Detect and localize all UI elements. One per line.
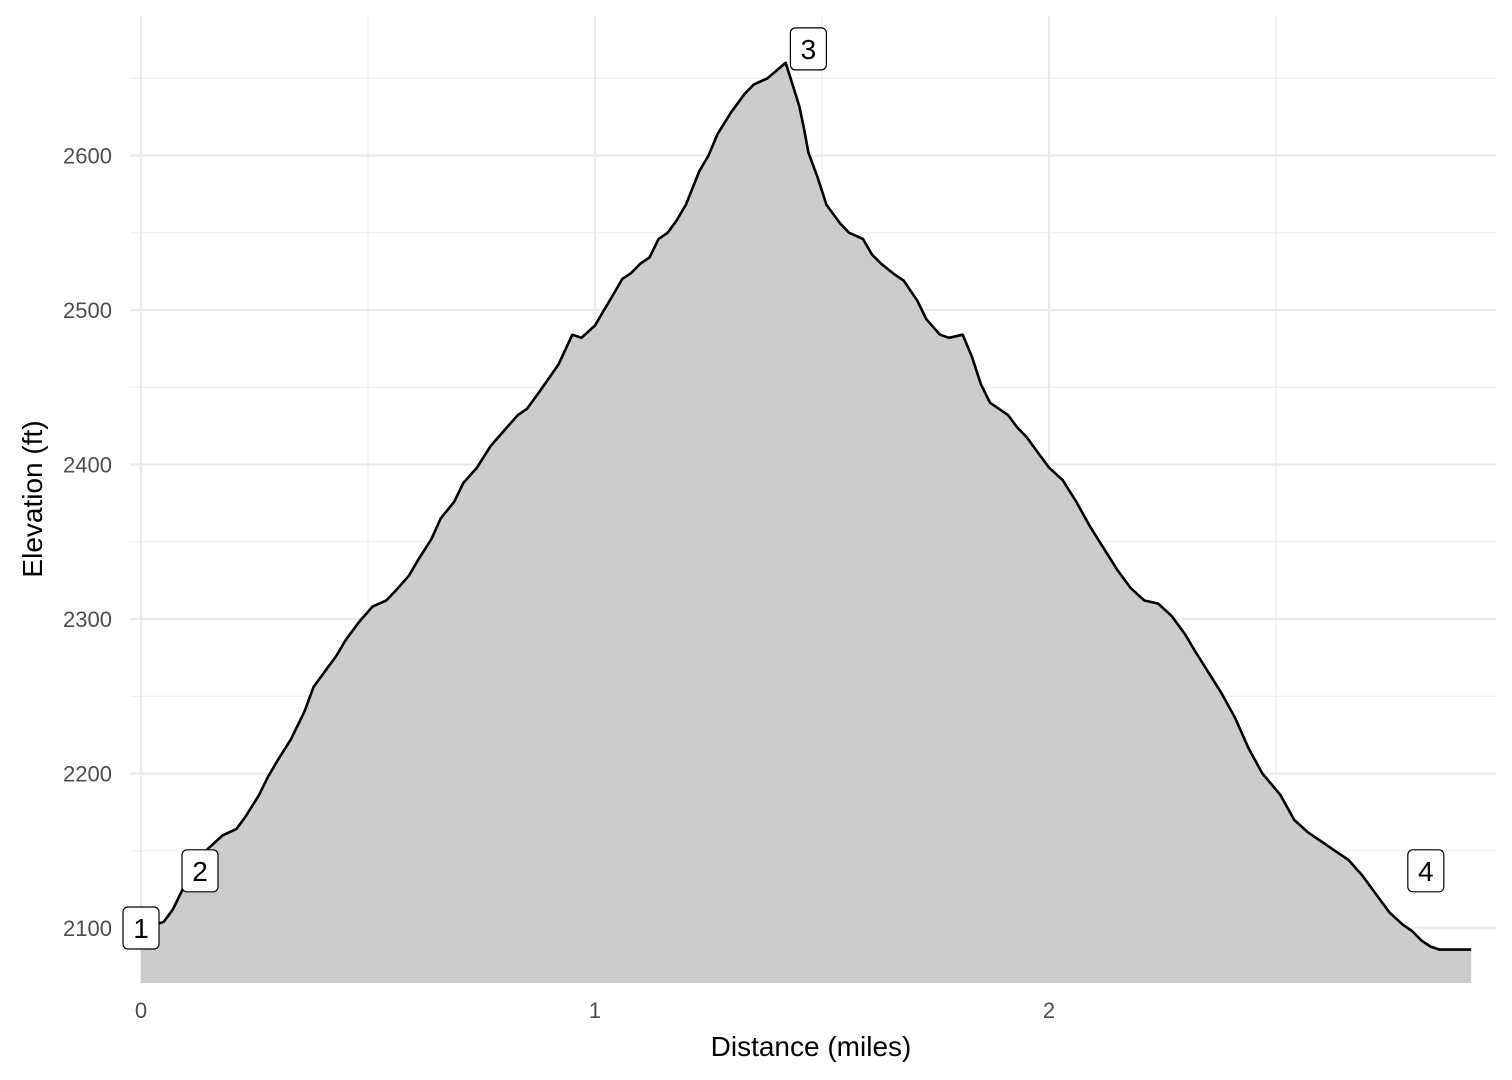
waypoint-marker-box <box>1407 849 1445 893</box>
elevation-profile-line <box>139 61 1472 951</box>
waypoint-marker-3: 3 <box>789 27 827 71</box>
waypoint-marker-box <box>789 27 827 71</box>
x-tick-label: 1 <box>589 998 601 1023</box>
waypoint-marker-1: 1 <box>122 906 160 950</box>
y-tick-label: 2200 <box>63 762 112 787</box>
y-tick-label: 2100 <box>63 916 112 941</box>
y-tick-label: 2500 <box>63 298 112 323</box>
elevation-area-fill <box>141 62 1472 984</box>
waypoint-marker-4: 4 <box>1407 849 1445 893</box>
waypoint-markers: 1 2 3 4 <box>122 27 1445 950</box>
x-axis-title: Distance (miles) <box>711 1031 912 1062</box>
x-tick-label: 0 <box>135 998 147 1023</box>
waypoint-marker-label: 1 <box>133 913 149 944</box>
waypoint-marker-2: 2 <box>181 849 219 893</box>
waypoint-marker-box <box>122 906 160 950</box>
y-axis-tick-labels: 2100 2200 2300 2400 2500 2600 <box>63 144 112 942</box>
waypoint-marker-box <box>181 849 219 893</box>
y-tick-label: 2300 <box>63 607 112 632</box>
x-tick-label: 2 <box>1043 998 1055 1023</box>
x-axis-tick-labels: 0 1 2 <box>135 998 1055 1023</box>
waypoint-marker-label: 4 <box>1418 856 1434 887</box>
waypoint-marker-label: 3 <box>801 34 817 65</box>
waypoint-marker-label: 2 <box>192 856 208 887</box>
y-tick-label: 2600 <box>63 144 112 169</box>
y-axis-title: Elevation (ft) <box>17 420 48 577</box>
y-tick-label: 2400 <box>63 453 112 478</box>
